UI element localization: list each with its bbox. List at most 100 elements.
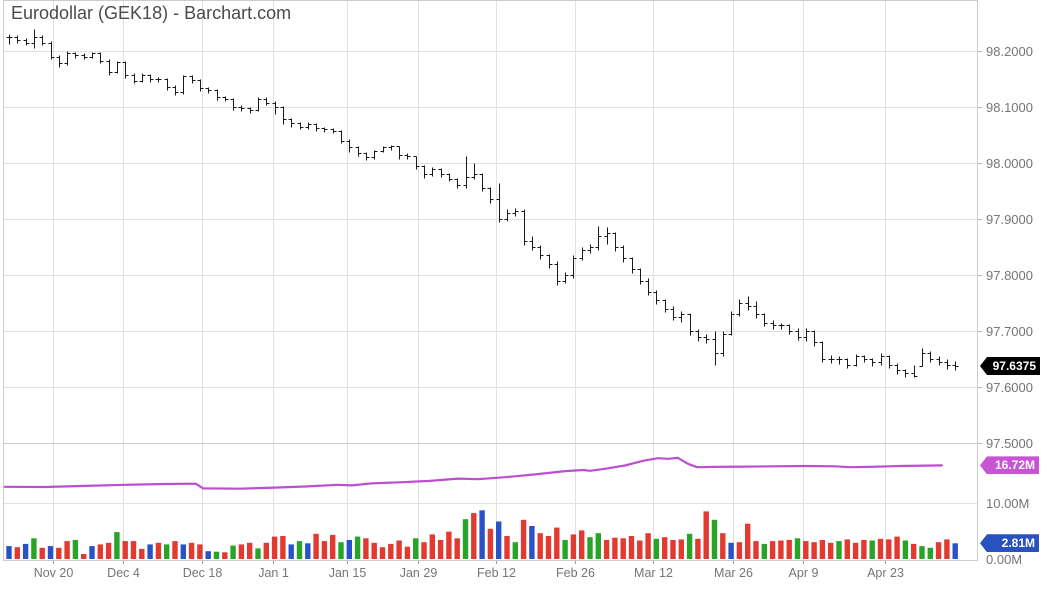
- volume-bar: [786, 540, 792, 559]
- open-interest-badge: 16.72M: [980, 456, 1039, 475]
- volume-bar: [811, 542, 817, 559]
- volume-bar: [819, 540, 826, 559]
- volume-bar: [429, 534, 435, 559]
- volume-bar: [628, 536, 635, 559]
- x-axis-label: Dec 18: [183, 566, 223, 580]
- volume-bar: [529, 526, 535, 559]
- volume-bar: [919, 546, 925, 559]
- volume-bar: [147, 544, 153, 559]
- chart-title: Eurodollar (GEK18) - Barchart.com: [11, 3, 292, 23]
- price-axis-label: 97.9000: [986, 212, 1033, 227]
- volume-bar: [769, 541, 776, 559]
- volume-bar: [554, 527, 560, 559]
- volume-bar: [454, 538, 460, 559]
- volume-bar: [662, 537, 668, 559]
- volume-bar: [180, 544, 186, 559]
- volume-bar: [89, 546, 95, 559]
- volume-bar: [413, 538, 419, 559]
- volume-bar: [595, 533, 601, 559]
- volume-bar: [271, 536, 278, 559]
- price-axis-label: 97.6000: [986, 380, 1033, 395]
- volume-bar: [620, 538, 626, 559]
- volume-bar: [296, 541, 303, 559]
- x-axis-label: Jan 1: [258, 566, 289, 580]
- x-axis-label: Mar 12: [634, 566, 673, 580]
- volume-bar: [288, 544, 294, 559]
- price-axis-label: 97.8000: [986, 268, 1033, 283]
- volume-bar: [587, 537, 593, 559]
- price-axis-label: 98.0000: [986, 156, 1033, 171]
- volume-bar: [56, 547, 62, 559]
- volume-bar: [612, 537, 618, 559]
- volume-bar: [446, 531, 452, 559]
- volume-bar: [869, 540, 875, 559]
- x-axis-label: Mar 26: [714, 566, 753, 580]
- volume-bar: [197, 544, 203, 559]
- volume-axis-label: 0.00M: [986, 552, 1022, 567]
- volume-bar: [844, 539, 850, 559]
- volume-bar: [828, 542, 834, 559]
- volume-bar: [172, 541, 178, 559]
- volume-bar: [944, 539, 950, 559]
- volume-bar: [894, 536, 900, 559]
- volume-bar: [6, 546, 12, 559]
- x-axis-label: Dec 4: [107, 566, 140, 580]
- volume-bar: [471, 513, 477, 559]
- volume-bar: [354, 536, 361, 559]
- volume-bar: [935, 542, 942, 559]
- volume-bar: [105, 542, 112, 559]
- volume-bar: [371, 542, 377, 559]
- volume-bar: [31, 538, 37, 559]
- volume-bar: [579, 530, 585, 559]
- volume-bar: [836, 541, 842, 559]
- volume-bar: [404, 546, 411, 559]
- volume-bar: [877, 538, 884, 559]
- volume-bar: [379, 547, 386, 559]
- volume-bar: [653, 538, 660, 559]
- volume-bar: [570, 534, 577, 559]
- volume-bar: [437, 540, 444, 559]
- volume-badge: 2.81M: [980, 534, 1039, 553]
- volume-bar: [803, 541, 809, 559]
- volume-bar: [637, 540, 643, 559]
- volume-bar: [114, 532, 120, 559]
- volume-bar: [520, 519, 527, 559]
- volume-bar: [537, 533, 543, 559]
- volume-bar: [504, 536, 510, 559]
- price-axis-label: 97.7000: [986, 324, 1033, 339]
- price-axis-label: 97.5000: [986, 436, 1033, 451]
- volume-bar: [263, 542, 269, 559]
- volume-bar: [64, 541, 70, 559]
- volume-bar: [886, 539, 892, 559]
- volume-bar: [911, 543, 917, 559]
- volume-bar: [686, 533, 693, 559]
- price-axis-label: 98.1000: [986, 100, 1033, 115]
- volume-bar: [213, 551, 220, 559]
- volume-bar: [545, 536, 552, 559]
- volume-bar: [330, 534, 336, 559]
- volume-badge-label: 2.81M: [1001, 536, 1035, 551]
- volume-bar: [230, 545, 236, 559]
- volume-bar: [238, 544, 245, 559]
- x-axis-label: Feb 12: [477, 566, 516, 580]
- volume-bar: [155, 542, 162, 559]
- volume-bar: [139, 548, 145, 559]
- volume-bar: [678, 539, 684, 559]
- volume-bar: [205, 551, 211, 559]
- volume-bar: [695, 538, 701, 559]
- volume-bar: [338, 542, 344, 559]
- volume-bar: [247, 542, 253, 559]
- volume-axis-label: 10.00M: [986, 496, 1029, 511]
- volume-bar: [164, 544, 170, 559]
- volume-bar: [603, 540, 610, 559]
- last-price-badge-label: 97.6375: [992, 359, 1036, 373]
- volume-bar: [363, 538, 369, 559]
- volume-bar: [313, 533, 319, 559]
- x-axis-label: Nov 20: [34, 566, 74, 580]
- volume-bar: [670, 540, 676, 559]
- x-axis-label: Apr 23: [867, 566, 904, 580]
- x-axis-label: Feb 26: [556, 566, 595, 580]
- volume-bar: [255, 548, 261, 559]
